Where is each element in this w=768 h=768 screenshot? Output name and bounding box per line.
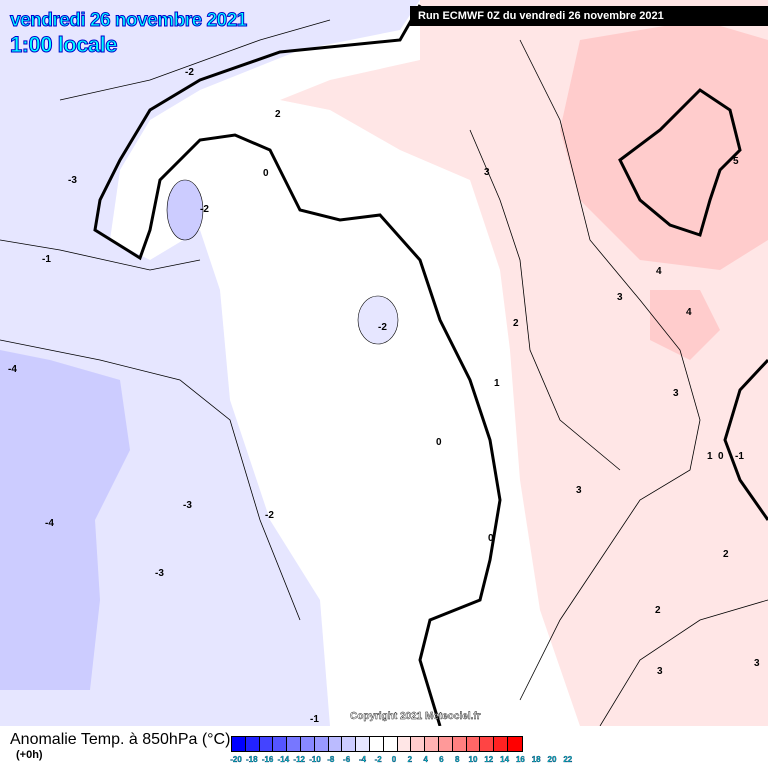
color-swatch — [259, 737, 274, 751]
color-swatch — [356, 737, 370, 751]
color-swatch — [438, 737, 453, 751]
contour-label: 0 — [718, 451, 724, 462]
legend: Anomalie Temp. à 850hPa (°C) (+0h) -20 -1… — [0, 726, 768, 768]
color-scale — [231, 736, 523, 752]
scale-tick-label: -16 — [261, 755, 274, 764]
contour-label: 2 — [513, 318, 519, 329]
scale-tick-label: -20 — [230, 755, 242, 764]
warm-region — [560, 20, 768, 270]
cold-pocket-alps — [166, 179, 204, 241]
scale-tick-label: -8 — [327, 755, 335, 764]
copyright: Copyright 2021 Meteociel.fr — [350, 711, 481, 722]
legend-title: Anomalie Temp. à 850hPa (°C) — [10, 731, 231, 748]
contour-label: -3 — [155, 568, 164, 579]
scale-tick-label: 16 — [515, 755, 525, 764]
contour-label: -2 — [200, 204, 209, 215]
scale-tick-label: 12 — [484, 755, 494, 764]
color-swatch — [466, 737, 481, 751]
scale-tick-label: 22 — [563, 755, 573, 764]
contour-label: 0 — [488, 533, 494, 544]
contour-label: 4 — [656, 266, 662, 277]
color-swatch — [328, 737, 343, 751]
contour-label: -2 — [185, 67, 194, 78]
model-run-banner: Run ECMWF 0Z du vendredi 26 novembre 202… — [410, 6, 768, 26]
scale-tick-label: -10 — [309, 755, 321, 764]
contour-label: 3 — [617, 292, 623, 303]
thin-contours — [0, 19, 768, 726]
scale-tick-label: 6 — [439, 755, 444, 764]
contour-label: 2 — [275, 109, 281, 120]
contour-label: -2 — [265, 510, 274, 521]
contour-label: 3 — [576, 485, 582, 496]
color-swatch — [314, 737, 329, 751]
zero-isotherm — [93, 4, 502, 726]
color-swatch — [287, 737, 301, 751]
contour-label: -4 — [45, 518, 54, 529]
color-swatch — [411, 737, 426, 751]
contour-label: -1 — [310, 714, 319, 725]
scale-tick-label: -12 — [293, 755, 305, 764]
contour-label: 4 — [686, 307, 692, 318]
scale-tick-label: 8 — [454, 755, 460, 764]
scale-tick-label: 20 — [547, 755, 557, 764]
scale-tick-label: 4 — [423, 755, 428, 764]
color-swatch — [232, 737, 246, 751]
color-swatch — [342, 737, 357, 751]
contour-label: 3 — [754, 658, 760, 669]
contour-label: 1 — [494, 378, 500, 389]
scale-tick-label: 14 — [500, 755, 510, 764]
contour-label: 0 — [263, 168, 269, 179]
color-swatch — [245, 737, 260, 751]
color-swatch — [273, 737, 288, 751]
contour-label: 3 — [657, 666, 663, 677]
scale-tick-label: 10 — [468, 755, 478, 764]
forecast-date: vendredi 26 novembre 2021 — [10, 10, 248, 32]
color-swatch — [507, 737, 522, 751]
contour-label: -1 — [735, 451, 744, 462]
scale-tick-label: -4 — [358, 755, 366, 764]
contour-label: 2 — [723, 549, 729, 560]
scale-tick-label: -2 — [374, 755, 382, 764]
contour-label: 0 — [436, 437, 442, 448]
color-swatch — [425, 737, 439, 751]
cold-light-region — [0, 0, 420, 726]
contour-label: 1 — [707, 451, 713, 462]
scale-tick-label: 18 — [531, 755, 541, 764]
color-swatch — [397, 737, 412, 751]
cold-region — [0, 350, 130, 690]
contour-label: -3 — [68, 175, 77, 186]
contour-label: -3 — [183, 500, 192, 511]
contour-label: -4 — [8, 364, 17, 375]
legend-lead-time: (+0h) — [16, 749, 43, 761]
zero-isotherm-east — [723, 358, 768, 521]
scale-tick-label: -18 — [246, 755, 258, 764]
contour-label: -2 — [378, 322, 387, 333]
scale-tick-label: -14 — [277, 755, 290, 764]
color-swatch — [383, 737, 398, 751]
color-swatch — [494, 737, 508, 751]
color-swatch — [452, 737, 467, 751]
contour-label: 3 — [673, 388, 679, 399]
contour-label: 3 — [484, 167, 490, 178]
warm-region-south — [650, 290, 720, 360]
forecast-time: 1:00 locale — [9, 32, 118, 58]
color-scale-ticks: -20 -18 -16 -14 -12 -10 -8 -6 -4 -2 0 2 4 6 8 10 12 14 16 1… — [230, 755, 576, 765]
scale-tick-label: -6 — [343, 755, 351, 764]
color-swatch — [300, 737, 315, 751]
contour-label: -1 — [42, 254, 51, 265]
cold-pocket-apennines — [357, 295, 399, 345]
contour-label: 2 — [655, 605, 661, 616]
scale-tick-label: 2 — [407, 755, 413, 764]
contour-label: 5 — [733, 156, 739, 167]
color-swatch — [369, 737, 384, 751]
scale-tick-label: 0 — [391, 755, 397, 764]
five-isotherm — [618, 88, 742, 237]
color-swatch — [480, 737, 495, 751]
